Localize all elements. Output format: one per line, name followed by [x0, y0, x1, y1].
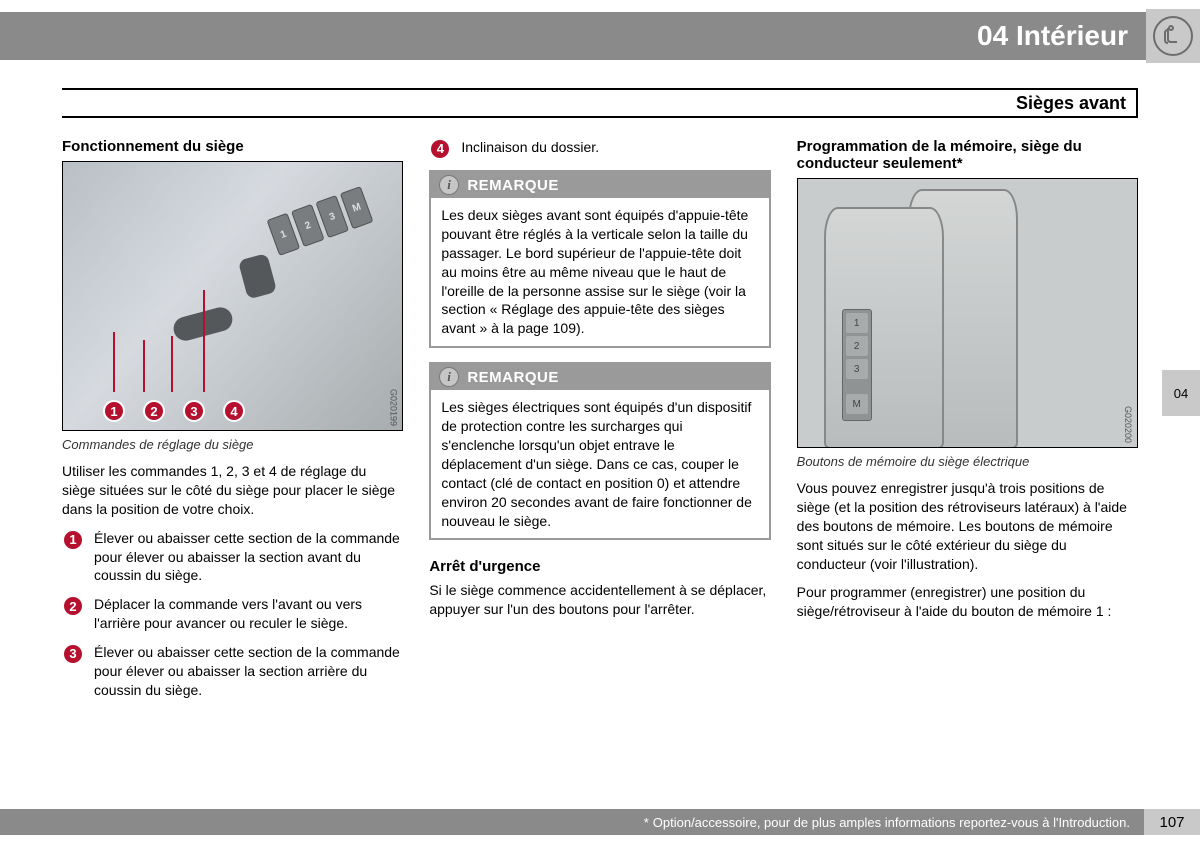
callout-bullet: 4 — [223, 400, 245, 422]
page-number-value: 107 — [1159, 814, 1184, 831]
emergency-stop-body: Si le siège commence accidentellement à … — [429, 581, 770, 619]
content-grid: Fonctionnement du siège 1 2 3 M 1 2 3 — [62, 138, 1138, 710]
mem-panel-button: 1 — [846, 313, 868, 333]
illustration-caption: Commandes de réglage du siège — [62, 437, 403, 452]
item-text: Déplacer la commande vers l'avant ou ver… — [94, 595, 403, 633]
chapter-icon-circle — [1153, 16, 1193, 56]
page-footer: * Option/accessoire, pour de plus amples… — [0, 809, 1200, 835]
section-title: Sièges avant — [1016, 93, 1126, 114]
column-3: Programmation de la mémoire, siège du co… — [797, 138, 1138, 710]
callout-bullet: 2 — [143, 400, 165, 422]
mem-panel-button: 3 — [846, 359, 868, 379]
note-header: i REMARQUE — [431, 364, 768, 390]
illustration-caption: Boutons de mémoire du siège électrique — [797, 454, 1138, 469]
col3-body1: Vous pouvez enregistrer jusqu'à trois po… — [797, 479, 1138, 573]
info-icon: i — [439, 367, 459, 387]
column-1: Fonctionnement du siège 1 2 3 M 1 2 3 — [62, 138, 403, 710]
callout-bullet: 1 — [103, 400, 125, 422]
chapter-title: 04 Intérieur — [977, 20, 1128, 52]
note-body: Les deux sièges avant sont équipés d'app… — [431, 198, 768, 346]
side-tab: 04 — [1162, 370, 1200, 416]
note-body: Les sièges électriques sont équipés d'un… — [431, 390, 768, 538]
column-2: 4 Inclinaison du dossier. i REMARQUE Les … — [429, 138, 770, 710]
item-bullet: 3 — [62, 643, 84, 665]
footnote-star: * — [644, 815, 649, 830]
callout-bullet: 3 — [183, 400, 205, 422]
list-item: 1 Élever ou abaisser cette section de la … — [62, 529, 403, 586]
section-header: Sièges avant — [62, 88, 1138, 118]
list-item: 4 Inclinaison du dossier. — [429, 138, 770, 160]
memory-buttons-illustration: 1 2 3 M G020200 — [797, 178, 1138, 448]
footnote-text: Option/accessoire, pour de plus amples i… — [653, 815, 1130, 830]
col1-intro: Utiliser les commandes 1, 2, 3 et 4 de r… — [62, 462, 403, 519]
item-text: Inclinaison du dossier. — [461, 138, 599, 160]
item-bullet: 4 — [429, 138, 451, 160]
numbered-list: 1 Élever ou abaisser cette section de la … — [62, 529, 403, 710]
seat-controls-illustration: 1 2 3 M 1 2 3 4 G020199 — [62, 161, 403, 431]
item-text: Élever ou abaisser cette section de la c… — [94, 529, 403, 586]
side-tab-label: 04 — [1174, 386, 1188, 401]
info-icon: i — [439, 175, 459, 195]
col3-body2: Pour programmer (enregistrer) une positi… — [797, 583, 1138, 621]
chapter-header: 04 Intérieur — [0, 12, 1200, 60]
item-bullet: 1 — [62, 529, 84, 551]
memory-panel-illust: 1 2 3 M — [842, 309, 872, 421]
note-label: REMARQUE — [467, 177, 559, 194]
list-item: 2 Déplacer la commande vers l'avant ou ve… — [62, 595, 403, 633]
emergency-stop-heading: Arrêt d'urgence — [429, 558, 770, 575]
item-bullet: 2 — [62, 595, 84, 617]
numbered-list-cont: 4 Inclinaison du dossier. — [429, 138, 770, 170]
page-number: 107 — [1144, 809, 1200, 835]
image-id: G020200 — [1123, 406, 1133, 443]
seat-chip-icon — [1160, 23, 1186, 49]
note-box: i REMARQUE Les sièges électriques sont é… — [429, 362, 770, 540]
note-box: i REMARQUE Les deux sièges avant sont éq… — [429, 170, 770, 348]
mem-panel-button: 2 — [846, 336, 868, 356]
note-label: REMARQUE — [467, 369, 559, 386]
item-text: Élever ou abaisser cette section de la c… — [94, 643, 403, 700]
image-id: G020199 — [388, 389, 398, 426]
mem-panel-button: M — [846, 394, 868, 414]
chapter-icon-box — [1146, 9, 1200, 63]
col1-heading: Fonctionnement du siège — [62, 138, 403, 155]
col3-heading: Programmation de la mémoire, siège du co… — [797, 138, 1138, 172]
list-item: 3 Élever ou abaisser cette section de la … — [62, 643, 403, 700]
note-header: i REMARQUE — [431, 172, 768, 198]
